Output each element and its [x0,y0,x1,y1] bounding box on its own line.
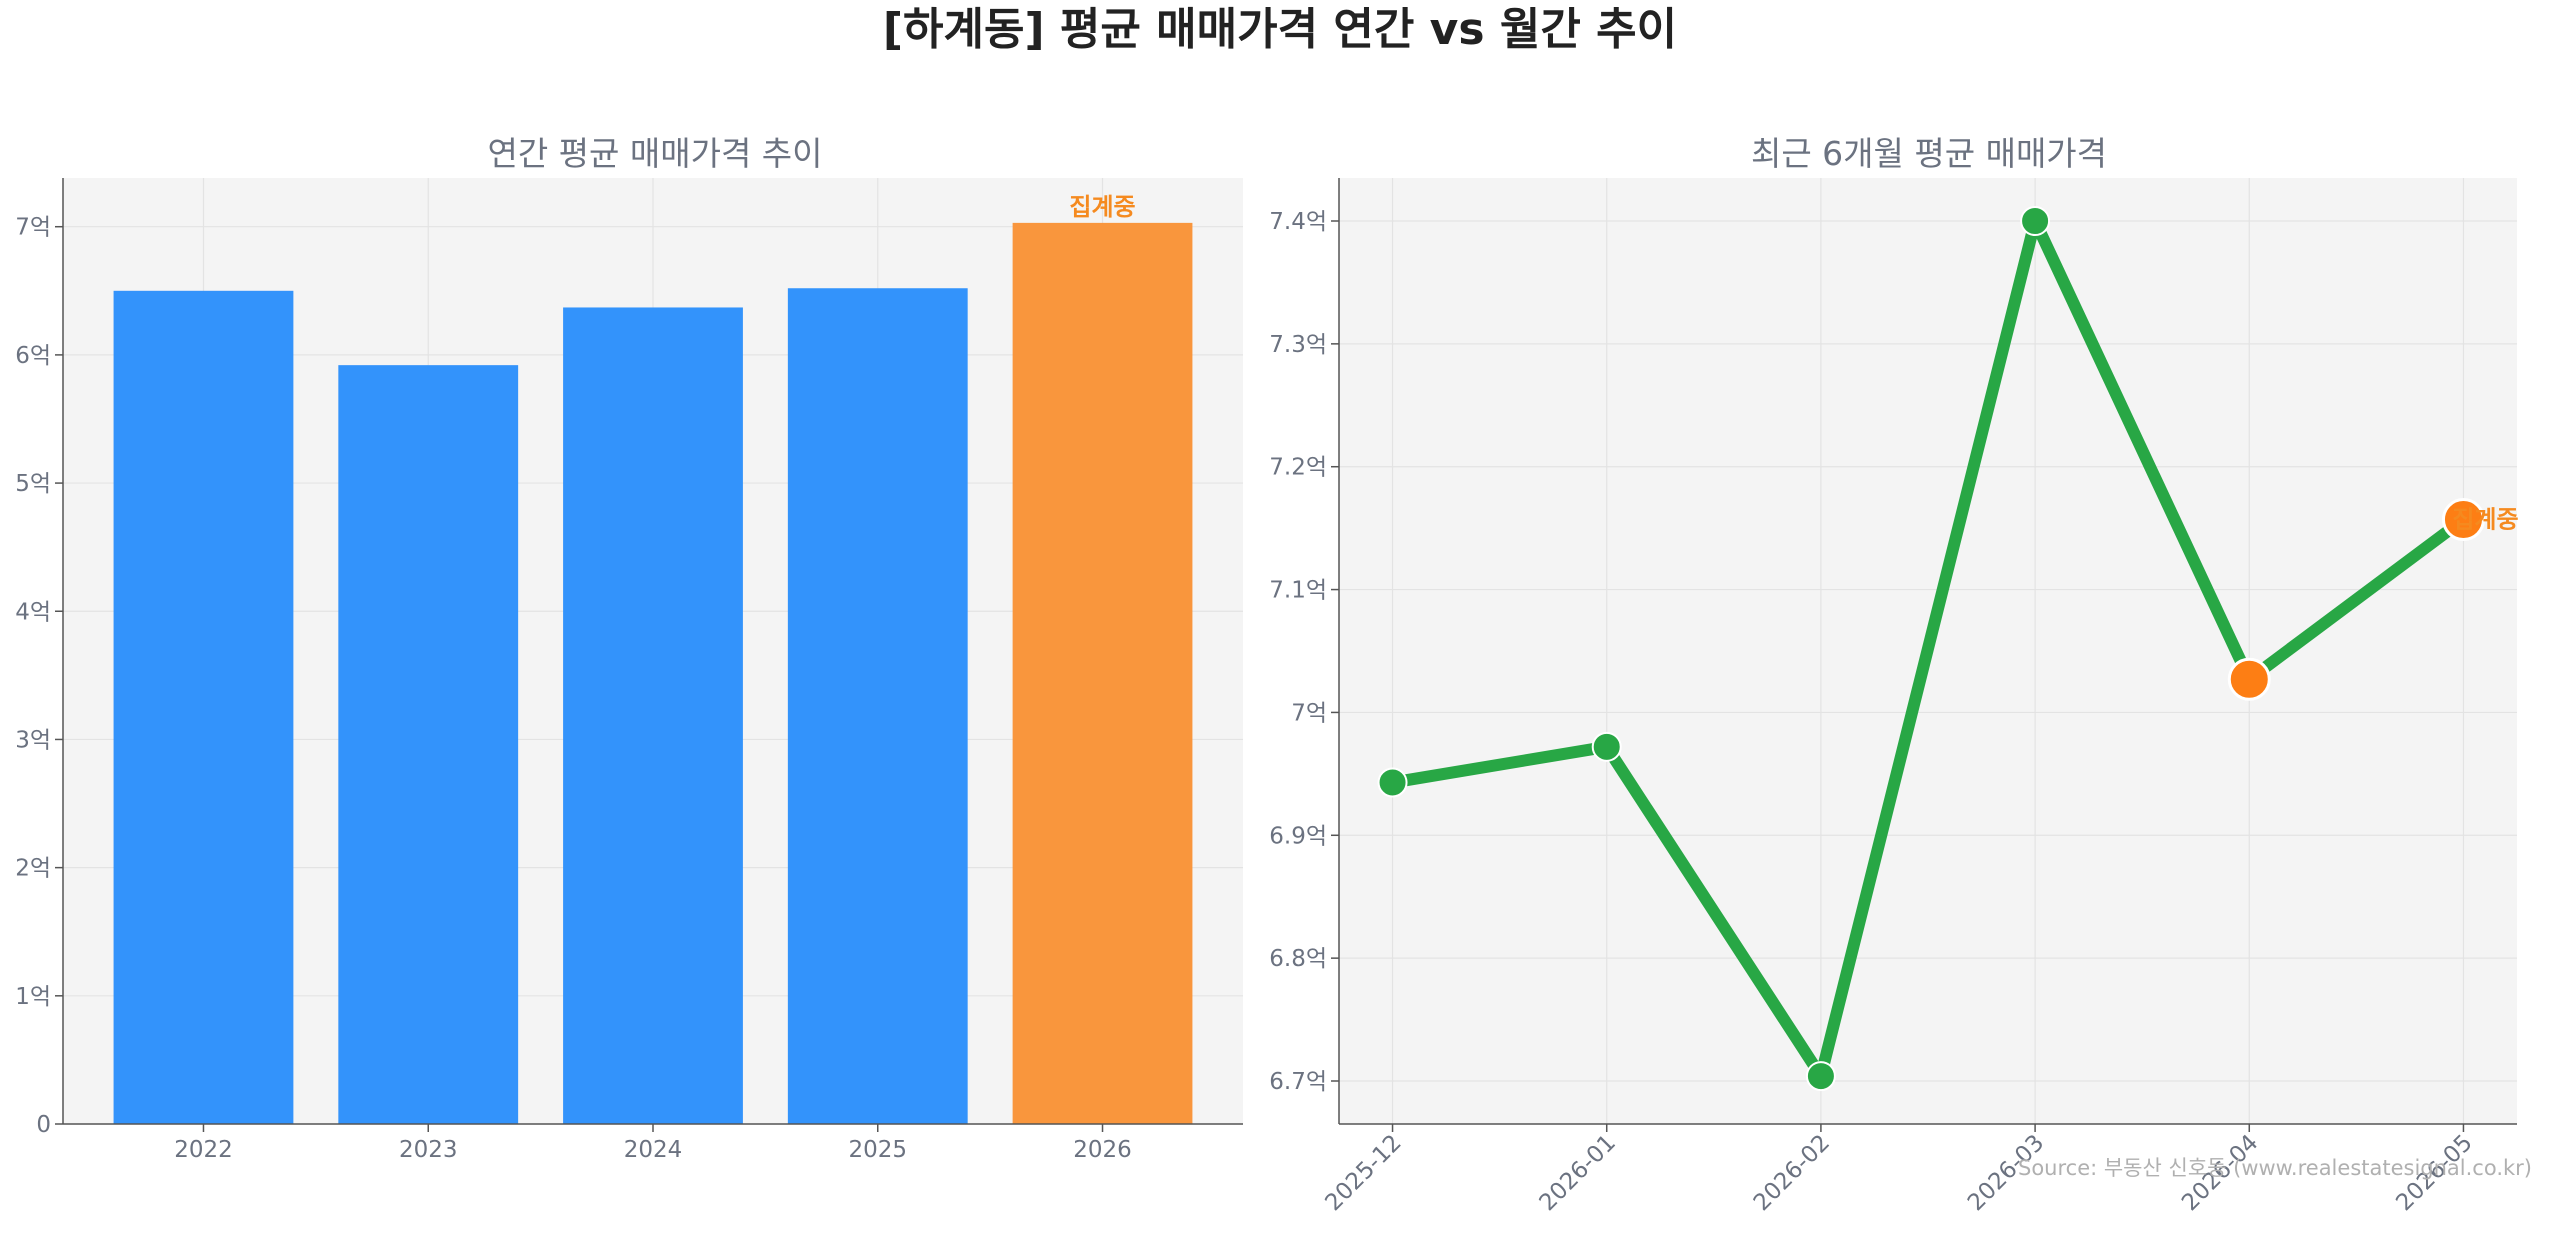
monthly-ytick-label: 7.2억 [1269,455,1327,481]
monthly-annotation: 집계중 [2452,506,2518,534]
annual-ytick-label: 5억 [15,471,51,497]
point-2026-03 [2020,206,2051,236]
monthly-xtick-label: 2026-01 [1535,1130,1621,1216]
figure-title: [하계동] 평균 매매가격 연간 vs 월간 추이 [883,4,1677,55]
annual-xtick-label: 2022 [174,1137,233,1163]
point-2026-04 [2227,657,2271,701]
annual-chart-title: 연간 평균 매매가격 추이 [487,134,822,173]
monthly-xtick-label: 2025-12 [1320,1130,1406,1216]
annual-bars [113,222,1193,1125]
bar-2025 [787,288,968,1124]
annual-ytick-label: 0 [36,1112,51,1138]
point-2026-05 [2441,498,2485,542]
monthly-series-line [1386,215,2470,1083]
annual-ytick-label: 4억 [15,599,51,625]
annual-xtick-label: 2024 [624,1137,683,1163]
annual-x-ticks: 2022 2023 2024 2025 2026 [174,1124,1132,1163]
bar-2026 [1012,222,1193,1124]
monthly-ytick-label: 6.8억 [1269,946,1327,972]
annual-xtick-label: 2023 [399,1137,458,1163]
annual-ytick-label: 6억 [15,343,51,369]
monthly-ytick-label: 6.7억 [1269,1069,1327,1095]
bar-2023 [338,365,519,1124]
monthly-ytick-label: 7.3억 [1269,332,1327,358]
annual-y-ticks: 0 1억 2억 3억 4억 5억 6억 7억 [15,215,63,1138]
monthly-line-chart: 최근 6개월 평균 매매가격 6.7억 6.8억 6.9억 7억 7.1억 7.2억 7.3… [1269,134,2518,1216]
monthly-chart-title: 최근 6개월 평균 매매가격 [1751,134,2107,173]
annual-ytick-label: 3억 [15,727,51,753]
annual-annotation: 집계중 [1069,193,1135,221]
monthly-ytick-label: 7.4억 [1269,209,1327,235]
point-2026-01 [1591,731,1622,762]
annual-ytick-label: 2억 [15,856,51,882]
monthly-ytick-label: 7억 [1291,700,1327,726]
monthly-xtick-label: 2026-02 [1749,1130,1835,1216]
point-2026-02 [1805,1061,1836,1092]
monthly-ytick-label: 7.1억 [1269,578,1327,604]
monthly-grid [1339,178,2517,1124]
bar-2024 [563,307,743,1124]
annual-ytick-label: 1억 [15,984,51,1010]
monthly-points [1377,206,2485,1092]
bar-2022 [113,290,294,1125]
point-2025-12 [1377,767,1408,798]
annual-xtick-label: 2025 [848,1137,907,1163]
monthly-ytick-label: 6.9억 [1269,823,1327,849]
source-note: Source: 부동산 신호등 (www.realestatesignal.co… [2018,1156,2532,1180]
annual-xtick-label: 2026 [1073,1137,1132,1163]
annual-ytick-label: 7억 [15,215,51,241]
monthly-y-ticks: 6.7억 6.8억 6.9억 7억 7.1억 7.2억 7.3억 7.4억 [1269,209,1339,1095]
